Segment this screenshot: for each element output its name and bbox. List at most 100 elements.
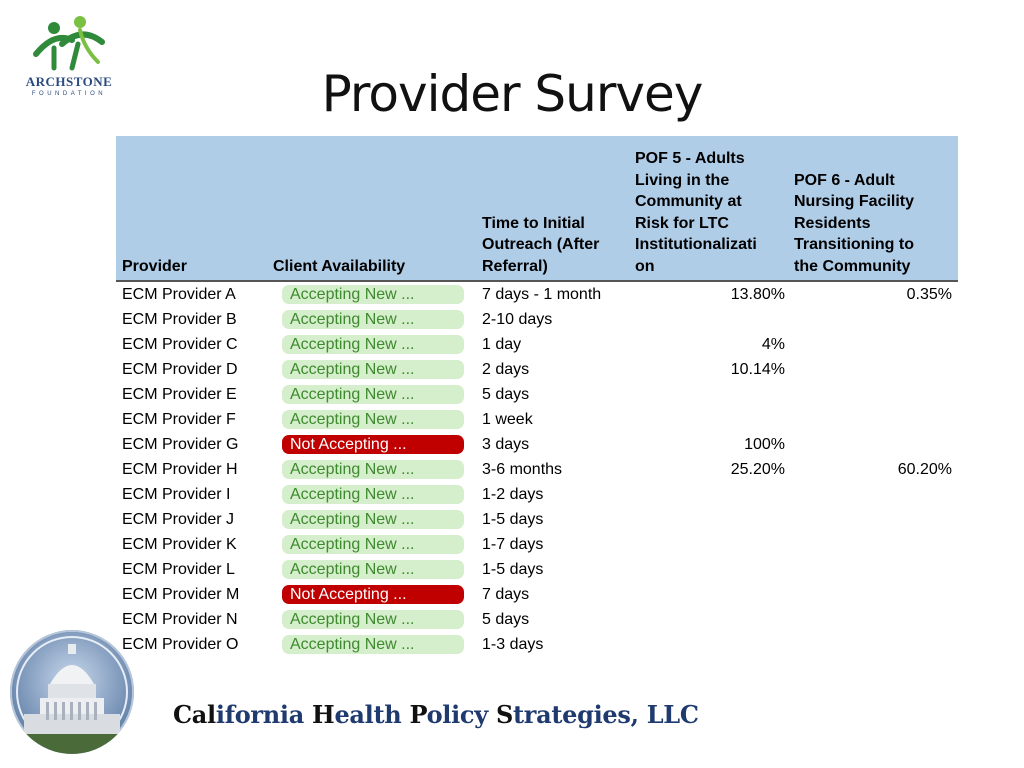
availability-badge: Accepting New ...: [282, 610, 464, 629]
availability-badge: Accepting New ...: [282, 485, 464, 504]
header-provider: Provider: [122, 257, 187, 275]
table-row: ECM Provider B Accepting New ... 2-10 days: [116, 307, 958, 332]
header-pof5-line: Risk for LTC: [635, 214, 729, 232]
table-row: ECM Provider K Accepting New ... 1-7 days: [116, 532, 958, 557]
header-pof5-line: on: [635, 257, 655, 275]
table-body: ECM Provider A Accepting New ... 7 days - …: [116, 282, 958, 657]
availability-badge: Accepting New ...: [282, 385, 464, 404]
table-row: ECM Provider H Accepting New ... 3-6 month…: [116, 457, 958, 482]
availability-badge: Accepting New ...: [282, 460, 464, 479]
table-row: ECM Provider J Accepting New ... 1-5 days: [116, 507, 958, 532]
availability-badge: Accepting New ...: [282, 535, 464, 554]
availability-badge: Accepting New ...: [282, 635, 464, 654]
outreach-time: 1-3 days: [482, 636, 544, 653]
outreach-time: 1-5 days: [482, 511, 544, 528]
footer-part: S: [495, 700, 513, 729]
provider-name: ECM Provider L: [122, 561, 235, 578]
page-title: Provider Survey: [321, 65, 704, 123]
footer-company-name: California Health Policy Strategies, LLC: [173, 700, 699, 729]
table-row: ECM Provider N Accepting New ... 5 days: [116, 607, 958, 632]
provider-survey-table: Provider Client Availability Time to Ini…: [116, 136, 958, 657]
outreach-time: 2 days: [482, 361, 530, 378]
table-row: ECM Provider M Not Accepting ... 7 days: [116, 582, 958, 607]
table-header: Provider Client Availability Time to Ini…: [116, 136, 958, 282]
provider-name: ECM Provider M: [122, 586, 240, 603]
availability-badge: Accepting New ...: [282, 510, 464, 529]
outreach-time: 7 days: [482, 586, 530, 603]
provider-name: ECM Provider E: [122, 386, 237, 403]
logo-name: ARCHSTONE: [25, 74, 113, 89]
footer-part: H: [312, 700, 335, 729]
outreach-time: 5 days: [482, 386, 530, 403]
header-pof6-line: Residents: [794, 214, 871, 232]
provider-name: ECM Provider N: [122, 611, 238, 628]
provider-name: ECM Provider D: [122, 361, 238, 378]
provider-name: ECM Provider J: [122, 511, 235, 528]
archstone-logo: ARCHSTONE FOUNDATION: [14, 14, 124, 98]
provider-name: ECM Provider O: [122, 636, 239, 653]
pof5-value: 100%: [744, 436, 785, 453]
header-pof5-line: Community at: [635, 193, 742, 210]
footer-part: trategies, LLC: [512, 700, 699, 729]
outreach-time: 3 days: [482, 436, 530, 453]
table-row: ECM Provider D Accepting New ... 2 days 10.…: [116, 357, 958, 382]
outreach-time: 1 day: [482, 336, 522, 353]
table-row: ECM Provider G Not Accepting ... 3 days 100…: [116, 432, 958, 457]
header-pof6-line: Nursing Facility: [794, 193, 915, 210]
outreach-time: 7 days - 1 month: [482, 286, 602, 303]
provider-name: ECM Provider I: [122, 486, 231, 503]
provider-name: ECM Provider F: [122, 411, 236, 428]
provider-name: ECM Provider C: [122, 336, 238, 353]
table-row: ECM Provider F Accepting New ... 1 week: [116, 407, 958, 432]
availability-badge: Accepting New ...: [282, 335, 464, 354]
pof5-value: 4%: [761, 336, 785, 353]
outreach-time: 1-2 days: [482, 486, 544, 503]
logo-subtitle: FOUNDATION: [31, 91, 107, 97]
header-time-to-outreach: Time to Initial Outreach (After Referral…: [482, 213, 599, 278]
outreach-time: 5 days: [482, 611, 530, 628]
availability-badge: Accepting New ...: [282, 360, 464, 379]
header-time-line: Outreach (After: [482, 236, 600, 253]
table-row: ECM Provider I Accepting New ... 1-2 days: [116, 482, 958, 507]
table-row: ECM Provider O Accepting New ... 1-3 days: [116, 632, 958, 657]
outreach-time: 2-10 days: [482, 311, 553, 328]
availability-badge: Not Accepting ...: [282, 435, 464, 454]
header-pof5-line: POF 5 - Adults: [635, 150, 745, 167]
pof6-value: 0.35%: [906, 286, 952, 303]
pof5-value: 13.80%: [730, 286, 785, 303]
availability-badge: Not Accepting ...: [282, 585, 464, 604]
availability-badge: Accepting New ...: [282, 285, 464, 304]
footer-part: Cal: [173, 700, 216, 729]
pof5-value: 10.14%: [730, 361, 785, 378]
provider-name: ECM Provider A: [122, 286, 236, 303]
provider-name: ECM Provider G: [122, 436, 239, 453]
pof5-value: 25.20%: [730, 461, 785, 478]
outreach-time: 3-6 months: [482, 461, 563, 478]
outreach-time: 1-7 days: [482, 536, 544, 553]
header-time-line: Referral): [482, 257, 548, 275]
header-pof5-line: Institutionalizati: [635, 236, 757, 253]
header-pof6-line: the Community: [794, 257, 911, 275]
pof6-value: 60.20%: [897, 461, 952, 478]
archstone-figures-icon: [33, 16, 105, 71]
table-row: ECM Provider C Accepting New ... 1 day 4%: [116, 332, 958, 357]
availability-badge: Accepting New ...: [282, 410, 464, 429]
header-pof6-line: Transitioning to: [794, 236, 914, 253]
outreach-time: 1-5 days: [482, 561, 544, 578]
header-pof6-line: POF 6 - Adult: [794, 171, 895, 189]
availability-badge: Accepting New ...: [282, 560, 464, 579]
outreach-time: 1 week: [482, 411, 533, 428]
table-row: ECM Provider A Accepting New ... 7 days - …: [116, 282, 958, 307]
footer-part: olicy: [426, 700, 496, 729]
header-pof5: POF 5 - Adults Living in the Community a…: [635, 148, 785, 277]
provider-name: ECM Provider K: [122, 536, 237, 553]
capitol-dome-seal-icon: [10, 630, 134, 754]
provider-name: ECM Provider H: [122, 461, 238, 478]
footer-part: ealth: [334, 700, 410, 729]
header-pof5-line: Living in the: [635, 171, 730, 189]
header-client-availability: Client Availability: [273, 257, 406, 275]
table-row: ECM Provider E Accepting New ... 5 days: [116, 382, 958, 407]
footer-part: P: [409, 700, 427, 729]
footer-part: ifornia: [215, 700, 313, 729]
provider-name: ECM Provider B: [122, 311, 237, 328]
